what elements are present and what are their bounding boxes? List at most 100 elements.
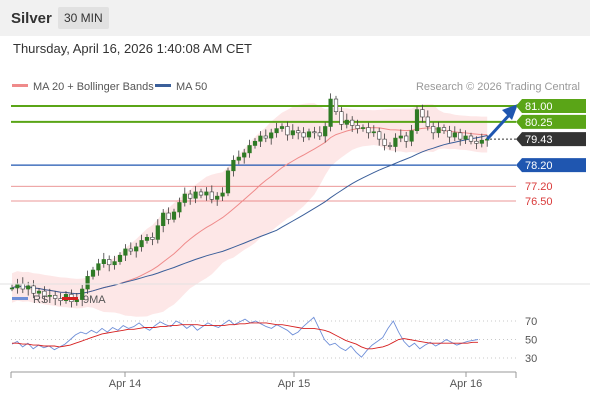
candle: [366, 122, 371, 139]
candle: [215, 192, 220, 206]
candle: [220, 187, 225, 201]
candle: [155, 219, 160, 244]
candle: [258, 131, 263, 147]
candle: [344, 113, 349, 129]
candle: [317, 126, 322, 140]
ma50-line: [11, 135, 488, 295]
candle: [425, 110, 430, 131]
candle: [236, 150, 241, 165]
chart-datetime: Thursday, April 16, 2026 1:40:08 AM CET: [13, 41, 252, 56]
candle: [85, 270, 90, 294]
candle: [123, 244, 128, 261]
ma20-legend-label: MA 20 + Bollinger Bands: [33, 81, 154, 93]
ma9-legend-swatch: [62, 297, 78, 300]
rsi-tick-label: 30: [525, 353, 537, 365]
candle: [150, 232, 155, 246]
candle: [393, 133, 398, 153]
candle: [274, 122, 279, 138]
candle: [263, 129, 268, 143]
candle: [182, 187, 187, 207]
candle: [296, 126, 301, 140]
x-tick-label: Apr 16: [450, 378, 482, 390]
candle: [128, 242, 133, 256]
price-tag-label: 79.43: [525, 134, 553, 146]
candle: [420, 104, 425, 123]
rsi-legend-label: RSI: [33, 294, 51, 306]
ma9-legend-label: 9MA: [83, 294, 106, 306]
candle: [285, 121, 290, 141]
rsi-tick-label: 50: [525, 335, 537, 347]
candle: [42, 286, 47, 303]
candle: [350, 116, 355, 132]
candle: [161, 209, 166, 233]
instrument-title: Silver: [11, 10, 52, 27]
candle: [193, 186, 198, 204]
candle: [204, 187, 209, 201]
candle: [360, 124, 366, 132]
candle: [90, 266, 96, 280]
projection-arrowhead: [502, 104, 518, 120]
candle: [96, 258, 101, 276]
candle: [323, 122, 328, 143]
candle: [355, 119, 360, 134]
candle: [112, 255, 117, 270]
candle: [9, 284, 15, 292]
candle: [134, 242, 139, 258]
candle: [290, 124, 295, 139]
price-tag-80.25: 80.25: [516, 114, 586, 129]
price-tag-label: 76.50: [525, 196, 553, 208]
ma50-legend-swatch: [155, 84, 171, 87]
candle: [431, 122, 436, 140]
candle: [252, 138, 258, 149]
candle: [436, 121, 441, 138]
price-tag-81.00: 81.00: [516, 99, 586, 113]
candle: [306, 128, 312, 141]
credit-label: Research © 2026 Trading Central: [416, 81, 580, 93]
price-tag-77.20: 77.20: [525, 181, 553, 193]
candle: [333, 95, 339, 115]
candle: [231, 155, 236, 177]
candle: [328, 93, 333, 132]
candle: [387, 142, 393, 150]
candle: [441, 124, 447, 134]
candle: [377, 127, 382, 146]
price-tag-78.20: 78.20: [516, 158, 586, 173]
timeframe-button[interactable]: 30 MIN: [58, 7, 109, 29]
price-tag-label: 78.20: [525, 160, 553, 172]
candle: [409, 125, 414, 147]
price-tag-label: 80.25: [525, 117, 553, 129]
candle: [371, 125, 376, 137]
rsi-line: [11, 316, 479, 358]
candle: [414, 106, 420, 134]
candle: [468, 132, 474, 145]
price-tag-76.50: 76.50: [525, 196, 553, 208]
candle: [80, 285, 85, 307]
candle: [479, 133, 484, 148]
price-tag-label: 81.00: [525, 101, 553, 113]
candle: [166, 207, 171, 225]
rsi-ma9-line: [12, 322, 478, 350]
candle: [177, 197, 182, 218]
candle: [144, 234, 150, 244]
candle: [312, 126, 317, 139]
rsi-tick-label: 70: [525, 316, 537, 328]
candle: [458, 128, 463, 146]
candle: [101, 252, 106, 268]
candle: [188, 190, 193, 205]
candle: [139, 234, 144, 252]
candle: [269, 128, 274, 145]
x-tick-label: Apr 14: [109, 378, 141, 390]
candle: [47, 288, 52, 301]
candle: [339, 106, 344, 131]
price-tag-79.43: 79.43: [516, 132, 586, 147]
candle: [209, 185, 214, 204]
candle: [31, 280, 36, 299]
candle: [247, 139, 252, 158]
price-tag-label: 77.20: [525, 181, 553, 193]
candle: [382, 133, 387, 151]
candle: [463, 130, 468, 144]
candle: [404, 131, 409, 148]
x-tick-label: Apr 15: [278, 378, 310, 390]
candle: [36, 287, 42, 297]
